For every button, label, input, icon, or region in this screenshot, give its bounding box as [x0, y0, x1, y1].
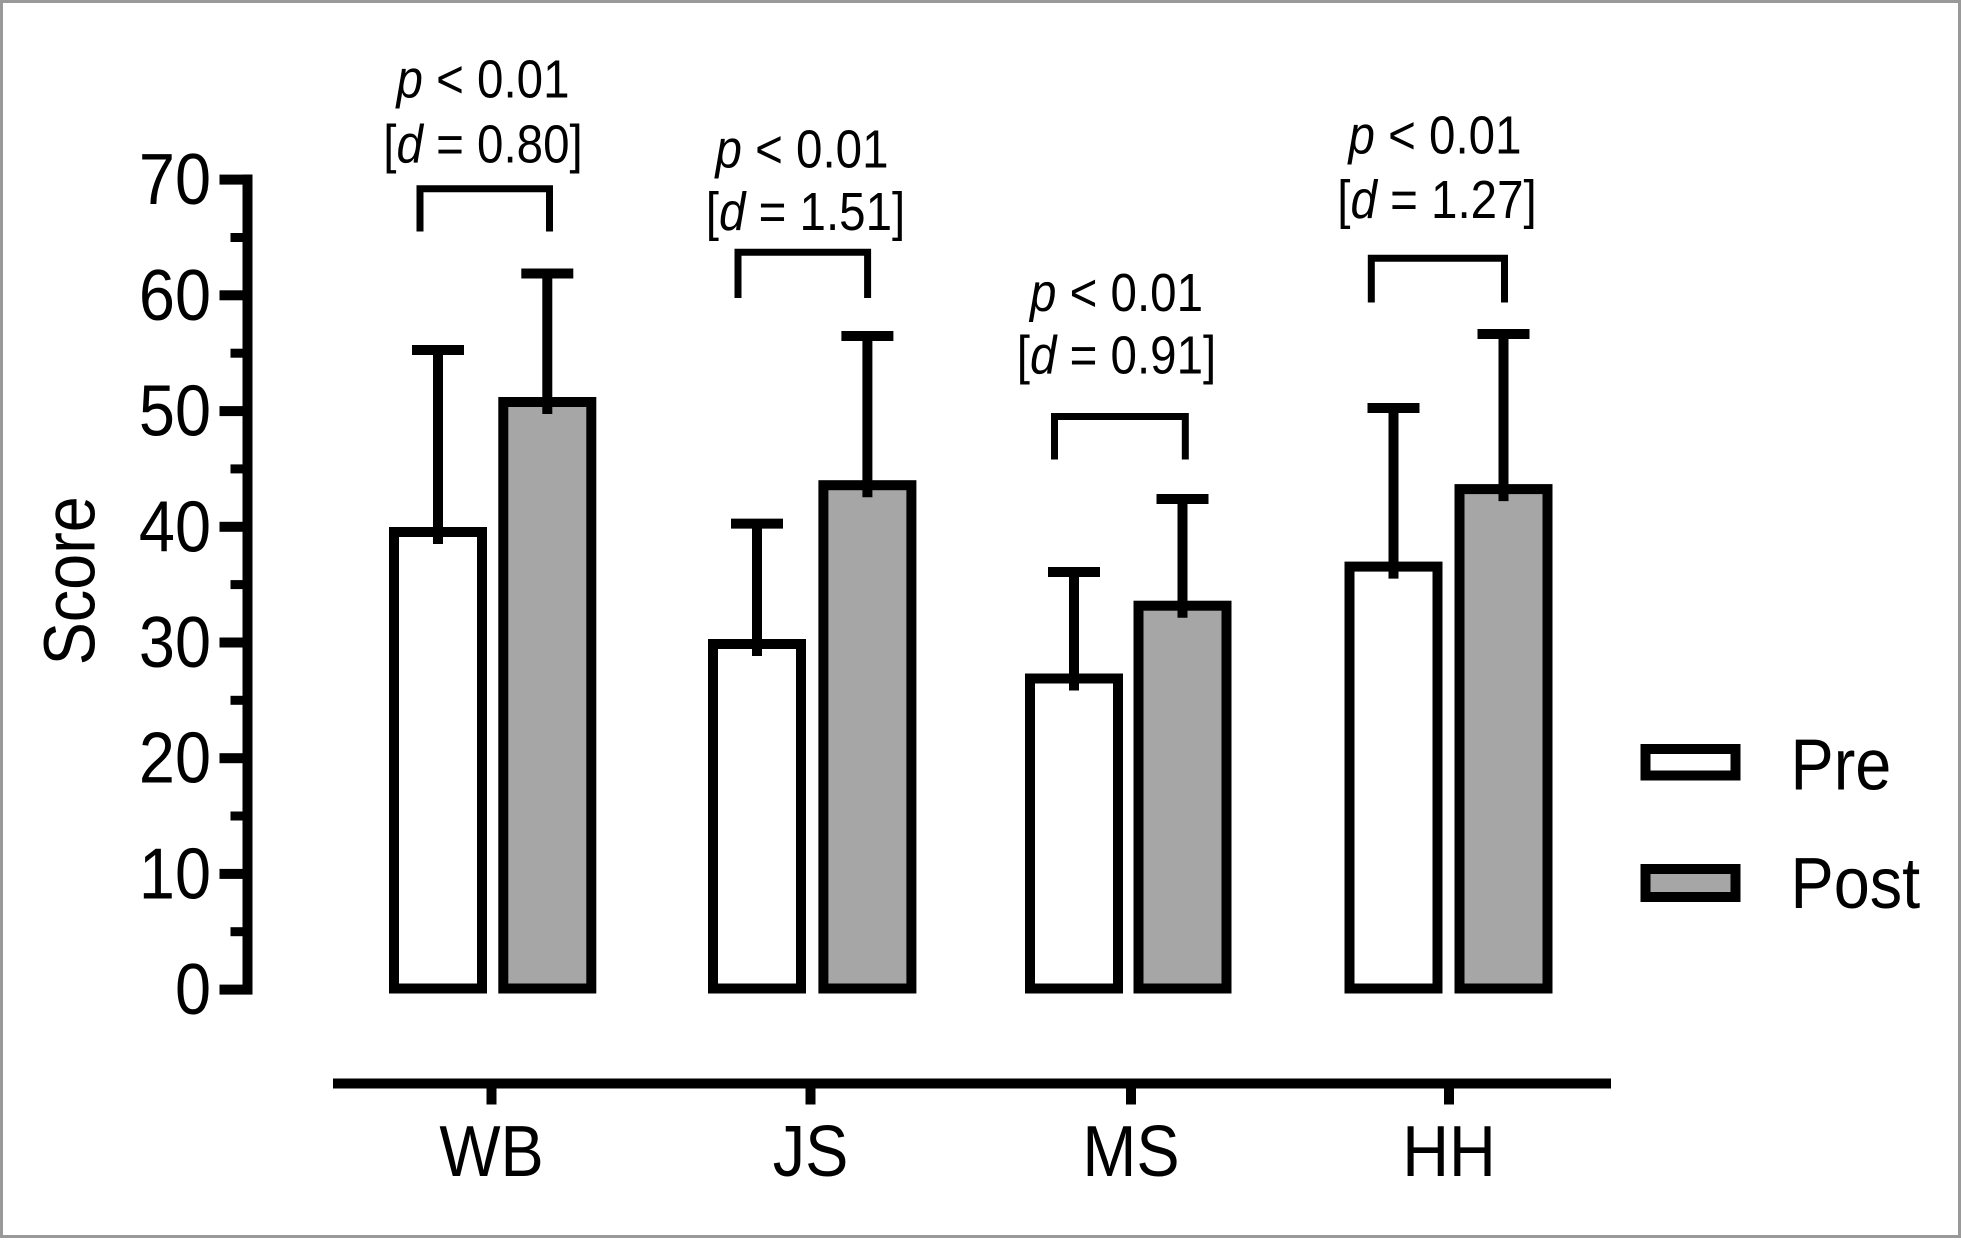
- svg-text:WB: WB: [439, 1111, 543, 1192]
- svg-text:p < 0.01: p < 0.01: [1347, 105, 1522, 166]
- svg-text:[d = 1.51]: [d = 1.51]: [706, 181, 905, 242]
- svg-text:HH: HH: [1402, 1111, 1496, 1192]
- svg-text:0: 0: [175, 949, 211, 1030]
- svg-text:[d = 0.91]: [d = 0.91]: [1017, 325, 1216, 386]
- svg-text:JS: JS: [773, 1111, 849, 1192]
- svg-text:60: 60: [139, 255, 211, 336]
- svg-text:40: 40: [139, 486, 211, 567]
- svg-text:[d = 1.27]: [d = 1.27]: [1337, 169, 1536, 230]
- svg-text:30: 30: [139, 602, 211, 683]
- svg-text:p < 0.01: p < 0.01: [1028, 262, 1203, 323]
- svg-text:[d = 0.80]: [d = 0.80]: [383, 114, 582, 175]
- svg-text:Post: Post: [1791, 843, 1921, 924]
- svg-text:20: 20: [139, 718, 211, 799]
- svg-text:70: 70: [139, 139, 211, 220]
- svg-text:p < 0.01: p < 0.01: [395, 49, 570, 110]
- svg-text:Pre: Pre: [1791, 724, 1892, 805]
- svg-text:50: 50: [139, 370, 211, 451]
- svg-text:MS: MS: [1082, 1111, 1179, 1192]
- svg-text:Score: Score: [29, 496, 110, 665]
- svg-text:10: 10: [139, 833, 211, 914]
- svg-text:p < 0.01: p < 0.01: [714, 119, 889, 180]
